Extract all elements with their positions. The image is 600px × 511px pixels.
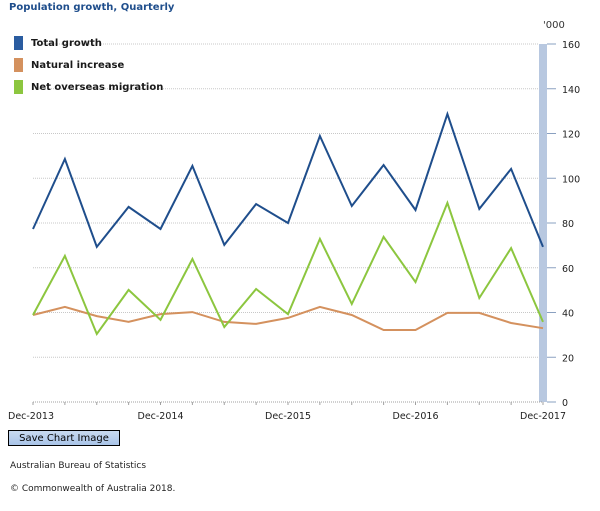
x-tick-label: Dec-2016 [393,411,439,422]
series-line-natural-increase [32,305,544,331]
chart-legend: Total growth Natural increase Net overse… [14,32,163,98]
source-text: Australian Bureau of Statistics [10,461,147,471]
chart-title: Population growth, Quarterly [9,2,175,13]
y-axis-band [539,44,547,402]
y-tick-label: 0 [562,398,568,409]
legend-swatch-total-growth [14,36,23,50]
y-tick-labels: 0 20 40 60 80 100 120 140 160 [562,40,580,409]
y-tick-label: 160 [562,40,580,51]
series-line-net-overseas-migration [32,200,544,337]
legend-item-natural-increase[interactable]: Natural increase [14,54,163,76]
legend-label: Natural increase [31,59,125,71]
axes [32,43,556,405]
series-line-total-growth [32,110,544,249]
copyright-text: © Commonwealth of Australia 2018. [10,484,176,494]
x-tick-label: Dec-2015 [265,411,311,422]
y-tick-label: 140 [562,85,580,96]
y-tick-label: 20 [562,353,574,364]
y-tick-label: 120 [562,130,580,141]
x-tick-labels: Dec-2013 Dec-2014 Dec-2015 Dec-2016 Dec-2017 [8,411,566,422]
y-axis-unit-label: '000 [543,20,565,31]
save-chart-image-button[interactable]: Save Chart Image [8,430,120,446]
x-tick-label: Dec-2013 [8,411,54,422]
legend-label: Net overseas migration [31,81,164,93]
legend-item-net-overseas-migration[interactable]: Net overseas migration [14,76,163,98]
legend-swatch-net-overseas-migration [14,80,23,94]
y-tick-label: 40 [562,309,574,320]
legend-item-total-growth[interactable]: Total growth [14,32,163,54]
x-tick-label: Dec-2014 [138,411,184,422]
legend-label: Total growth [31,37,102,49]
x-tick-label: Dec-2017 [520,411,566,422]
y-tick-label: 80 [562,219,574,230]
series-lines [32,110,544,337]
y-tick-label: 100 [562,174,580,185]
legend-swatch-natural-increase [14,58,23,72]
y-tick-label: 60 [562,264,574,275]
